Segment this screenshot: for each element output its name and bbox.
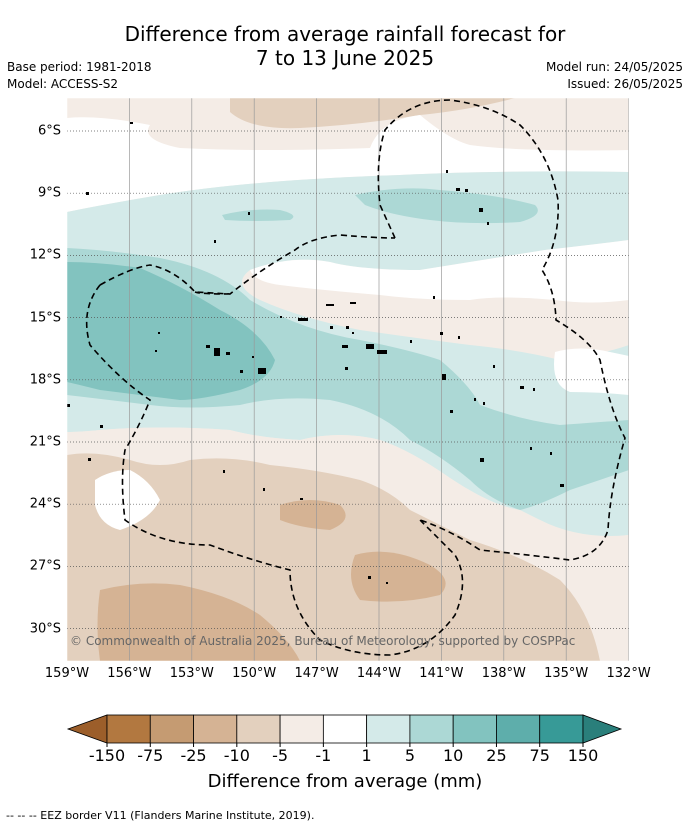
- gridlines: [67, 98, 629, 661]
- colorbar: [66, 714, 623, 747]
- colorbar-segment: [193, 714, 238, 744]
- contour-band-pos-5-small: [222, 209, 294, 221]
- copyright-notice: © Commonwealth of Australia 2025, Bureau…: [70, 634, 576, 648]
- eez-boundary-east: [377, 99, 626, 561]
- eez-legend-note: -- -- -- EEZ border V11 (Flanders Marine…: [6, 809, 315, 822]
- colorbar-segment: [149, 714, 194, 744]
- colorbar-tick-label: -10: [223, 746, 250, 765]
- latitude-label: 12°S: [29, 247, 61, 263]
- longitude-label: 132°W: [606, 666, 651, 681]
- longitude-label: 150°W: [232, 666, 277, 681]
- eez-boundaries: [85, 99, 626, 656]
- colorbar-tick-label: 25: [486, 746, 507, 765]
- eez-boundary-west: [85, 234, 464, 656]
- colorbar-segment: [236, 714, 281, 744]
- colorbar-segment: [409, 714, 454, 744]
- model-name: Model: ACCESS-S2: [7, 77, 119, 91]
- longitude-label: 147°W: [294, 666, 339, 681]
- islands: [67, 122, 564, 584]
- contour-band-neg-10-c: [97, 583, 300, 661]
- model-run: Model run: 24/05/2025: [545, 60, 683, 74]
- contour-band-pos-5-north: [355, 188, 538, 224]
- longitude-label: 153°W: [169, 666, 214, 681]
- colorbar-tick-label: 75: [529, 746, 550, 765]
- latitude-label: 15°S: [29, 310, 61, 326]
- latitude-label: 9°S: [37, 185, 61, 201]
- contour-band-pos-10: [67, 262, 275, 400]
- colorbar-segment: [279, 714, 324, 744]
- colorbar-segment: [496, 714, 541, 744]
- latitude-label: 24°S: [29, 496, 61, 512]
- colorbar-segment: [322, 714, 368, 744]
- contour-band-white-north: [67, 115, 629, 212]
- colorbar-tick-label: -1: [315, 746, 332, 765]
- colorbar-tick-label: 150: [567, 746, 599, 765]
- base-period: Base period: 1981-2018: [7, 60, 152, 74]
- contour-band-white-center: [250, 240, 629, 303]
- colorbar-segment: [452, 714, 497, 744]
- colorbar-title: Difference from average (mm): [207, 771, 483, 792]
- contour-band-neg-10-b: [351, 551, 446, 602]
- colorbar-segment: [539, 714, 584, 744]
- colorbar-tick-label: 10: [442, 746, 464, 765]
- colorbar-segment: [366, 714, 411, 744]
- latitude-label: 18°S: [29, 372, 61, 388]
- latitude-label: 27°S: [29, 558, 61, 574]
- contour-band-white-east: [554, 348, 629, 395]
- colorbar-tick-label: -25: [180, 746, 207, 765]
- longitude-label: 156°W: [107, 666, 152, 681]
- issued-date: Issued: 26/05/2025: [567, 77, 683, 91]
- colorbar-tick-label: -5: [272, 746, 289, 765]
- title-line-2: 7 to 13 June 2025: [255, 46, 435, 70]
- longitude-label: 135°W: [544, 666, 589, 681]
- longitude-label: 159°W: [44, 666, 90, 681]
- colorbar-tick-label: -150: [88, 746, 126, 765]
- contour-band-neg-10-a: [280, 500, 346, 530]
- colorbar-segment: [106, 714, 151, 744]
- longitude-label: 138°W: [481, 666, 526, 681]
- longitude-label: 144°W: [356, 666, 402, 681]
- title-line-1: Difference from average rainfall forecas…: [124, 22, 566, 46]
- longitude-label: 141°W: [419, 666, 464, 681]
- colorbar-tick-label: -75: [137, 746, 164, 765]
- map-title: Difference from average rainfall forecas…: [0, 22, 690, 70]
- colorbar-extend-high: [582, 714, 623, 744]
- latitude-label: 21°S: [29, 434, 61, 450]
- latitude-label: 30°S: [29, 621, 61, 637]
- map-frame: [66, 97, 630, 662]
- run-info: Model run: 24/05/2025 Issued: 26/05/2025: [546, 59, 683, 93]
- latitude-label: 6°S: [37, 123, 61, 139]
- model-info: Base period: 1981-2018 Model: ACCESS-S2: [7, 59, 152, 93]
- colorbar-tick-label: 5: [404, 746, 415, 765]
- colorbar-tick-label: 1: [361, 746, 372, 765]
- contour-band-white-southwest: [95, 470, 160, 530]
- contour-band-neg-5-top: [230, 98, 515, 129]
- colorbar-extend-low: [66, 714, 108, 744]
